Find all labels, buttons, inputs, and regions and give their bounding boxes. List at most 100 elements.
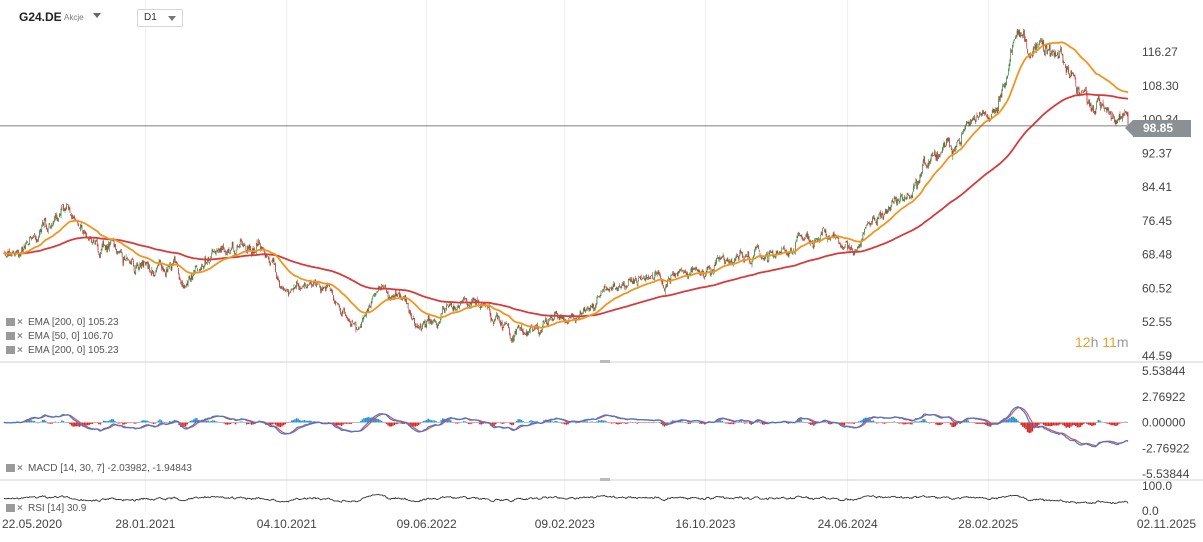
candle-down	[349, 321, 351, 325]
candle-up	[215, 251, 217, 254]
candle-up	[316, 283, 317, 287]
legend-ema-200-b-label: EMA [200, 0] 105.23	[28, 345, 119, 356]
candle-down	[932, 153, 934, 155]
macd-histogram-bar	[114, 420, 116, 423]
candle-up	[108, 243, 110, 250]
macd-histogram-bar	[110, 419, 113, 423]
macd-histogram-bar	[612, 422, 614, 424]
macd-histogram-bar	[572, 421, 574, 423]
macd-histogram-bar	[909, 422, 912, 425]
candle-up	[543, 320, 545, 322]
candle-up	[962, 133, 963, 134]
candle-down	[929, 161, 930, 164]
candle-up	[516, 329, 517, 335]
candle-up	[597, 295, 599, 297]
close-icon[interactable]: ×	[17, 317, 23, 328]
legend-ema-50[interactable]: × EMA [50, 0] 106.70	[6, 330, 113, 343]
candle-down	[876, 221, 877, 226]
candle-up	[1038, 44, 1040, 50]
candle-up	[1122, 114, 1123, 120]
macd-histogram-bar	[67, 422, 70, 423]
settings-icon[interactable]	[6, 332, 15, 340]
symbol-name[interactable]: G24.DE	[19, 10, 62, 24]
candle-up	[821, 233, 823, 235]
macd-histogram-bar	[557, 422, 560, 423]
settings-icon[interactable]	[6, 464, 15, 472]
candle-down	[892, 200, 893, 203]
candle-down	[497, 313, 498, 318]
macd-histogram-bar	[1022, 422, 1024, 427]
candle-down	[1065, 64, 1066, 68]
macd-histogram-bar	[552, 421, 555, 423]
candle-down	[288, 289, 289, 296]
macd-histogram-bar	[83, 422, 86, 426]
candle-down	[470, 303, 472, 305]
candle-down	[881, 212, 883, 215]
macd-histogram-bar	[501, 422, 503, 424]
macd-histogram-bar	[351, 422, 354, 423]
candle-down	[532, 328, 533, 331]
candle-up	[276, 277, 278, 279]
candle-up	[423, 322, 424, 324]
macd-histogram-bar	[363, 418, 365, 423]
candle-down	[996, 109, 998, 114]
macd-histogram-bar	[1059, 422, 1061, 425]
candle-down	[1019, 30, 1020, 37]
legend-macd[interactable]: × MACD [14, 30, 7] -2.03982, -1.94843	[6, 462, 192, 475]
legend-ema-200-a[interactable]: × EMA [200, 0] 105.23	[6, 316, 119, 329]
macd-histogram-bar	[374, 417, 376, 423]
macd-histogram-bar	[189, 420, 192, 423]
legend-rsi[interactable]: × RSI [14] 30.9	[6, 502, 86, 515]
candle-up	[680, 269, 681, 271]
macd-histogram-bar	[392, 422, 394, 426]
macd-histogram-bar	[549, 420, 552, 423]
timeframe-select[interactable]: D1	[137, 9, 183, 27]
macd-histogram-bar	[387, 422, 389, 426]
macd-histogram-bar	[48, 422, 50, 424]
macd-histogram-bar	[952, 422, 955, 427]
macd-histogram-bar	[160, 420, 163, 423]
close-icon[interactable]: ×	[17, 345, 23, 356]
macd-histogram-bar	[597, 420, 600, 423]
close-icon[interactable]: ×	[17, 331, 23, 342]
settings-icon[interactable]	[6, 318, 15, 326]
candle-up	[774, 256, 776, 259]
close-icon[interactable]: ×	[17, 503, 23, 514]
candle-down	[161, 263, 162, 268]
macd-histogram-bar	[123, 422, 126, 425]
symbol-dropdown-icon[interactable]	[93, 13, 101, 18]
candle-up	[618, 286, 619, 289]
candle-up	[1058, 56, 1060, 58]
candle-down	[219, 250, 221, 251]
candle-down	[1074, 75, 1076, 79]
close-icon[interactable]: ×	[17, 463, 23, 474]
candle-down	[225, 251, 227, 254]
settings-icon[interactable]	[6, 504, 15, 512]
legend-ema-200-b[interactable]: × EMA [200, 0] 105.23	[6, 344, 119, 357]
macd-histogram-bar	[922, 418, 924, 423]
macd-histogram-bar	[956, 422, 958, 425]
candle-down	[436, 325, 438, 328]
candle-up	[165, 269, 167, 277]
macd-histogram-bar	[859, 420, 862, 423]
price-axis-label: 68.48	[1142, 248, 1172, 262]
candle-up	[1052, 51, 1054, 52]
candle-down	[608, 289, 610, 291]
candle-up	[763, 258, 765, 261]
price-axis-label: 60.52	[1142, 281, 1172, 295]
macd-histogram-bar	[308, 420, 311, 423]
candle-up	[100, 252, 101, 258]
candle-up	[376, 291, 378, 293]
settings-icon[interactable]	[6, 346, 15, 354]
candle-down	[292, 289, 294, 291]
candle-up	[134, 272, 136, 274]
candle-up	[33, 235, 35, 238]
candle-up	[813, 245, 815, 248]
macd-histogram-bar	[1057, 422, 1059, 426]
candle-down	[1021, 35, 1023, 37]
candle-up	[1048, 45, 1050, 51]
candle-up	[39, 232, 40, 238]
macd-histogram-bar	[748, 422, 751, 424]
candle-up	[931, 153, 933, 156]
